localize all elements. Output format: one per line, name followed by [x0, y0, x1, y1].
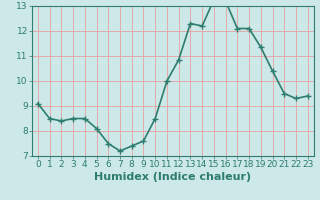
X-axis label: Humidex (Indice chaleur): Humidex (Indice chaleur) — [94, 172, 252, 182]
